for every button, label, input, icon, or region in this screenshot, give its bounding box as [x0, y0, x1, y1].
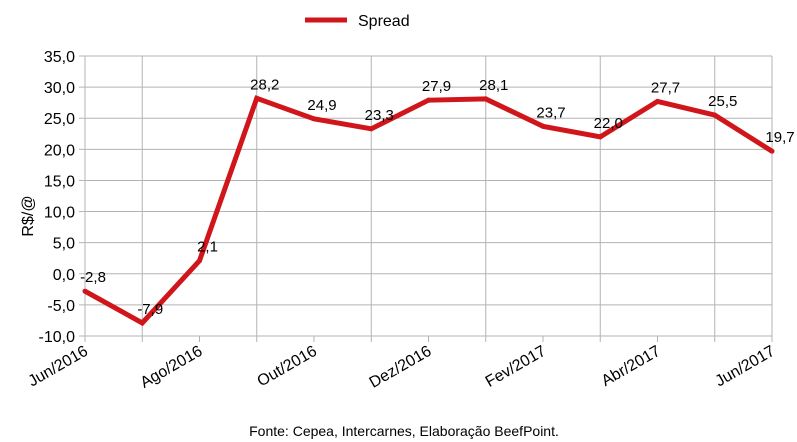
data-point: [254, 95, 260, 101]
y-tick-label: -5,0: [47, 298, 75, 315]
data-label: 28,1: [479, 77, 508, 94]
x-axis-ticks: Jun/2016 Ago/2016 Out/2016 Dez/2016 Fev/2017…: [25, 336, 778, 392]
data-label: 23,7: [536, 104, 565, 121]
y-tick-label: -10,0: [39, 329, 76, 346]
data-point: [540, 123, 546, 129]
data-label: 22,0: [594, 115, 623, 132]
data-point: [311, 116, 317, 122]
data-labels: -2,8 -7,9 2,1 28,2 24,9 23,3 27,9 28,1 23,7 22,0 2…: [80, 76, 795, 318]
data-label: 28,2: [250, 76, 279, 93]
data-label: 27,7: [651, 79, 680, 96]
y-tick-label: 35,0: [44, 49, 75, 66]
y-tick-label: 5,0: [53, 236, 75, 253]
data-point: [139, 320, 145, 326]
data-point: [426, 97, 431, 103]
data-label: 2,1: [197, 239, 218, 256]
data-point: [368, 126, 374, 132]
data-point: [769, 148, 775, 154]
data-label: -2,8: [80, 269, 106, 286]
grid-lines: [79, 55, 773, 342]
data-point: [655, 98, 660, 104]
y-axis-title: R$/@: [20, 195, 37, 236]
series-line-spread: [83, 95, 774, 327]
legend: Spread: [305, 13, 410, 30]
y-axis-ticks: -10,0 -5,0 0,0 5,0 10,0 15,0 20,0 25,0 30,0 35,0: [39, 49, 76, 346]
y-tick-label: 0,0: [53, 267, 75, 284]
data-label: 24,9: [307, 97, 336, 114]
data-label: -7,9: [137, 301, 163, 318]
x-tick-label: Fev/2017: [483, 343, 549, 391]
data-point: [82, 288, 88, 294]
data-point: [597, 134, 603, 140]
x-tick-label: Ago/2016: [138, 343, 206, 392]
y-tick-label: 30,0: [44, 80, 75, 97]
data-label: 25,5: [708, 93, 737, 110]
data-label: 19,7: [765, 129, 794, 146]
x-tick-label: Jun/2016: [25, 343, 91, 391]
x-tick-label: Abr/2017: [599, 343, 664, 390]
data-point: [483, 96, 489, 102]
source-note: Fonte: Cepea, Intercarnes, Elaboração Be…: [249, 423, 559, 439]
data-label: 27,9: [422, 78, 451, 95]
x-tick-label: Out/2016: [254, 343, 320, 391]
legend-label-spread: Spread: [358, 13, 410, 30]
y-tick-label: 10,0: [44, 205, 75, 222]
data-point: [712, 112, 718, 118]
x-tick-label: Jun/2017: [712, 343, 778, 391]
data-label: 23,3: [365, 107, 394, 124]
y-tick-label: 25,0: [44, 111, 75, 128]
y-tick-label: 20,0: [44, 142, 75, 159]
x-tick-label: Dez/2016: [367, 343, 435, 392]
data-point: [197, 258, 202, 264]
series-layer: [82, 95, 775, 327]
y-tick-label: 15,0: [44, 173, 75, 190]
